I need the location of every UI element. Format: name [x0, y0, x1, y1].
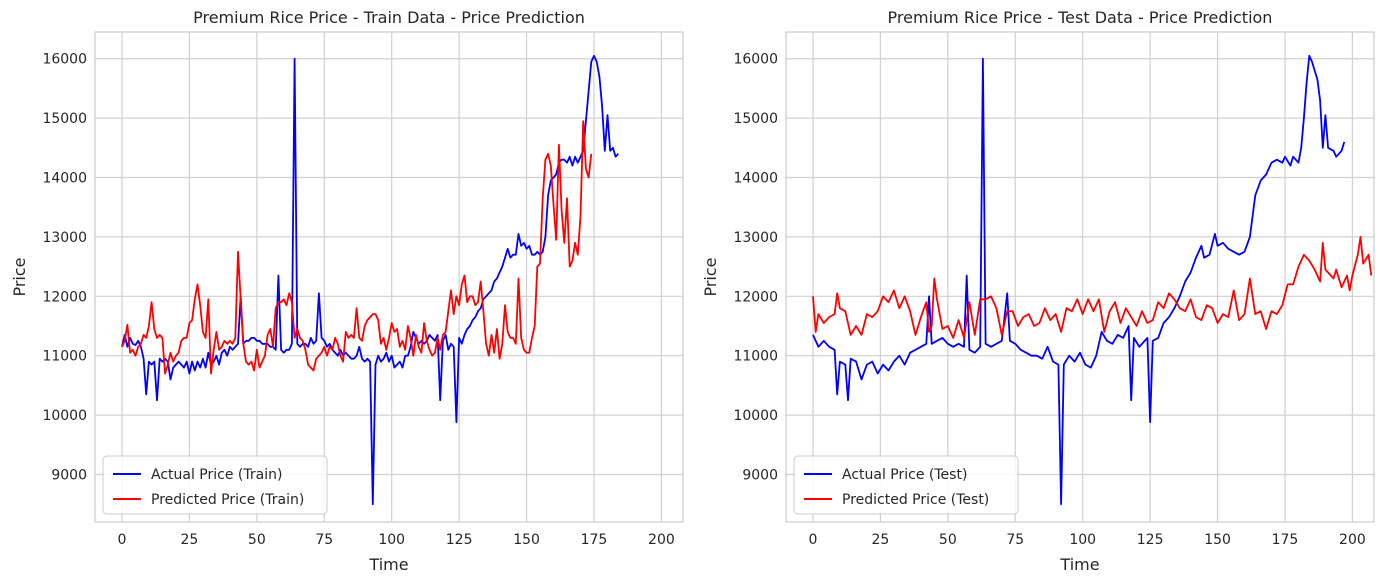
- x-tick-label: 25: [180, 532, 198, 548]
- plot-frame: [94, 31, 684, 523]
- y-tick-label: 16000: [733, 52, 778, 68]
- x-tick-label: 175: [581, 532, 608, 548]
- y-tick-label: 14000: [733, 171, 778, 187]
- y-tick-label: 12000: [733, 289, 778, 305]
- x-tick-label: 100: [378, 532, 405, 548]
- x-tick-label: 150: [1204, 532, 1231, 548]
- train-chart: 0 25 50 75 100 125 150 175 200 9000 10000 11000 1200…: [10, 8, 684, 574]
- x-tick-label: 200: [1339, 532, 1366, 548]
- x-tick-label: 75: [315, 532, 333, 548]
- x-axis-label: Time: [1059, 555, 1099, 574]
- x-tick-label: 125: [446, 532, 473, 548]
- y-tick-label: 15000: [42, 111, 87, 127]
- y-tick-label: 14000: [42, 171, 87, 187]
- series-line-predicted: [121, 120, 593, 375]
- test-chart: 0 25 50 75 100 125 150 175 200 9000 10000 11000 1200…: [701, 8, 1375, 574]
- legend-label: Predicted Price (Train): [151, 492, 304, 508]
- y-tick-label: 12000: [42, 289, 87, 305]
- y-tick-label: 10000: [733, 408, 778, 424]
- legend-label: Actual Price (Train): [151, 467, 282, 483]
- y-tick-label: 9000: [51, 467, 87, 483]
- x-tick-label: 50: [248, 532, 266, 548]
- x-tick-label: 100: [1069, 532, 1096, 548]
- y-tick-label: 10000: [42, 408, 87, 424]
- y-tick-label: 16000: [42, 52, 87, 68]
- series-line-actual: [121, 54, 619, 506]
- plot-frame: [785, 31, 1375, 523]
- y-tick-label: 11000: [733, 349, 778, 365]
- legend-box: [793, 455, 1019, 515]
- legend-label: Predicted Price (Test): [842, 492, 989, 508]
- y-tick-label: 11000: [42, 349, 87, 365]
- x-axis-label: Time: [368, 555, 408, 574]
- series-line-predicted: [812, 236, 1373, 339]
- x-tick-label: 25: [871, 532, 889, 548]
- y-tick-label: 13000: [42, 230, 87, 246]
- legend-box: [102, 455, 328, 515]
- x-tick-label: 200: [648, 532, 675, 548]
- series-line-actual: [812, 54, 1346, 506]
- y-axis-label: Price: [10, 257, 29, 296]
- x-tick-label: 0: [118, 532, 127, 548]
- y-tick-label: 13000: [733, 230, 778, 246]
- legend-label: Actual Price (Test): [842, 467, 967, 483]
- y-tick-label: 9000: [742, 467, 778, 483]
- x-tick-label: 125: [1137, 532, 1164, 548]
- x-tick-label: 75: [1006, 532, 1024, 548]
- chart-title: Premium Rice Price - Test Data - Price P…: [888, 8, 1273, 27]
- y-tick-label: 15000: [733, 111, 778, 127]
- x-tick-label: 150: [513, 532, 540, 548]
- x-tick-label: 0: [809, 532, 818, 548]
- x-tick-label: 175: [1272, 532, 1299, 548]
- chart-title: Premium Rice Price - Train Data - Price …: [193, 8, 585, 27]
- y-axis-label: Price: [701, 257, 720, 296]
- x-tick-label: 50: [939, 532, 957, 548]
